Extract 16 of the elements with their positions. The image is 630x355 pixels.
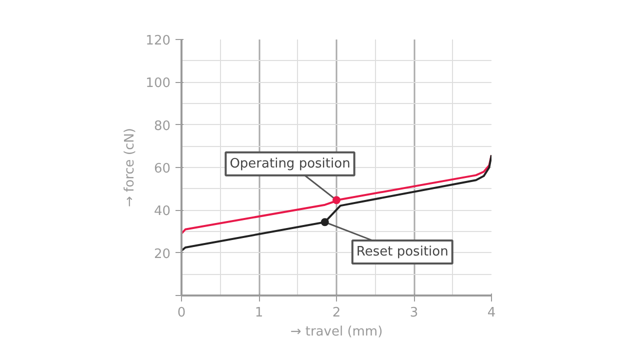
annotation: Operating position (230, 156, 350, 172)
x-tick-label: 1 (254, 306, 264, 320)
y-tick-label: 60 (154, 162, 171, 176)
x-axis-title: → travel (mm) (290, 324, 383, 340)
y-tick-label: 20 (154, 246, 171, 262)
annotation: Reset position (356, 244, 448, 260)
y-axis-title: → force (cN) (122, 128, 138, 207)
x-tick-label: 3 (410, 306, 418, 320)
x-tick-label: 4 (487, 306, 496, 320)
x-tick-label: 0 (177, 306, 186, 320)
line-series (182, 154, 492, 235)
y-tick-label: 80 (154, 118, 171, 134)
y-tick-label: 100 (146, 76, 171, 92)
x-tick-label: 2 (332, 306, 341, 320)
y-tick-label: 120 (146, 34, 171, 48)
y-tick-label: 40 (154, 204, 171, 220)
